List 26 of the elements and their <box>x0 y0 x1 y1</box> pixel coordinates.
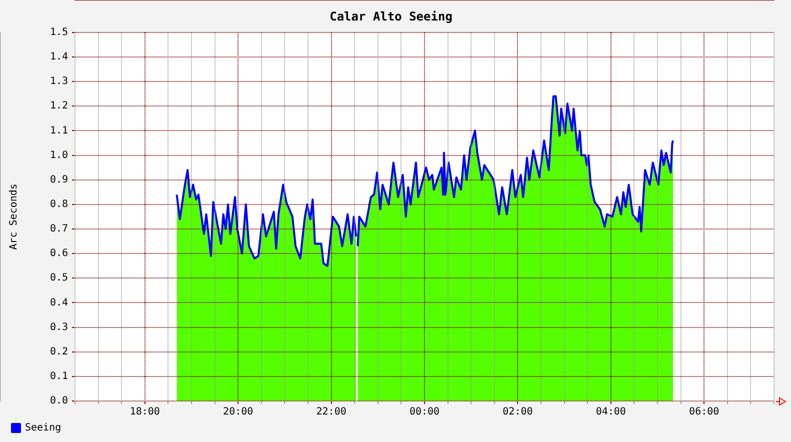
y-tick-label: 0.2 <box>50 346 68 358</box>
chart-title: Calar Alto Seeing <box>330 9 452 24</box>
y-tick-label: 0.8 <box>50 199 68 210</box>
y-tick-label: 0.1 <box>50 371 68 382</box>
y-tick-label: 1.1 <box>50 125 68 136</box>
x-tick-label: 02:00 <box>502 406 533 418</box>
y-tick-label: 1.4 <box>50 52 68 63</box>
y-tick-label: 0.0 <box>50 396 68 407</box>
y-tick-label: 0.6 <box>50 248 68 260</box>
legend-label: Seeing <box>25 422 62 434</box>
y-tick-label: 0.9 <box>50 174 68 186</box>
y-tick-label: 1.0 <box>50 150 68 161</box>
y-tick-label: 1.2 <box>50 100 68 112</box>
y-tick-label: 0.5 <box>50 272 68 284</box>
y-tick-label: 0.4 <box>50 297 68 308</box>
y-tick-label: 0.3 <box>50 322 68 333</box>
y-axis-title: Arc Seconds <box>8 184 20 250</box>
y-tick-label: 0.7 <box>50 224 68 235</box>
x-tick-label: 20:00 <box>223 406 254 418</box>
x-tick-label: 06:00 <box>689 406 720 418</box>
x-tick-label: 22:00 <box>316 406 346 418</box>
y-tick-label: 1.5 <box>50 26 68 38</box>
x-tick-label: 04:00 <box>596 406 626 418</box>
x-tick-label: 18:00 <box>130 406 160 418</box>
y-tick-label: 1.3 <box>50 76 68 88</box>
x-tick-label: 00:00 <box>409 406 440 418</box>
